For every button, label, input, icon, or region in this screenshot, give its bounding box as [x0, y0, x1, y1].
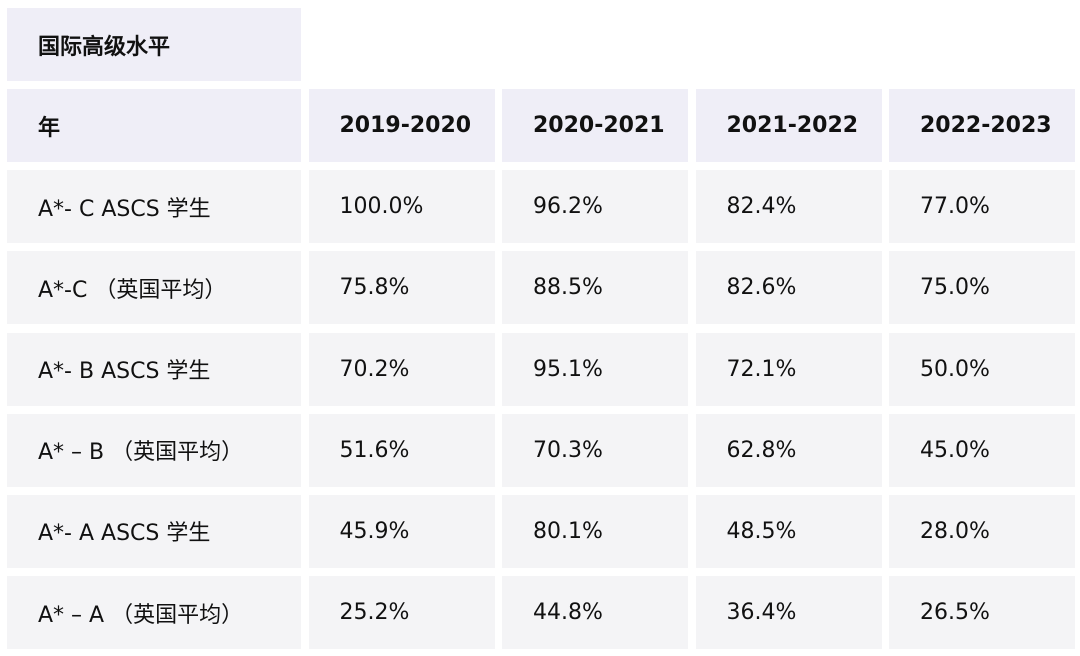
results-table: 年 2019-2020 2020-2021 2021-2022 2022-202…: [7, 89, 1075, 653]
table-cell: 80.1%: [502, 494, 688, 568]
row-label: A*-C （英国平均）: [7, 251, 301, 325]
row-label: A*- B ASCS 学生: [7, 332, 301, 406]
table-cell: 62.8%: [695, 413, 882, 487]
table-cell: 44.8%: [502, 576, 688, 650]
row-label: A*- C ASCS 学生: [7, 170, 301, 244]
table-cell: 75.8%: [308, 251, 495, 325]
table-cell: 45.9%: [308, 494, 495, 568]
table-caption: 国际高级水平: [7, 8, 301, 81]
table-cell: 25.2%: [308, 576, 495, 650]
table-cell: 45.0%: [889, 413, 1075, 487]
row-label: A* – A （英国平均）: [7, 576, 301, 650]
header-2020-2021: 2020-2021: [502, 89, 688, 162]
table-cell: 51.6%: [308, 413, 495, 487]
table-cell: 28.0%: [889, 494, 1075, 568]
table-cell: 48.5%: [695, 494, 882, 568]
table-cell: 100.0%: [308, 170, 495, 244]
header-2021-2022: 2021-2022: [695, 89, 882, 162]
table-cell: 50.0%: [889, 332, 1075, 406]
table-cell: 95.1%: [502, 332, 688, 406]
table-cell: 77.0%: [889, 170, 1075, 244]
table-cell: 72.1%: [695, 332, 882, 406]
row-label: A*- A ASCS 学生: [7, 494, 301, 568]
header-2022-2023: 2022-2023: [889, 89, 1075, 162]
header-2019-2020: 2019-2020: [308, 89, 495, 162]
table-cell: 82.6%: [695, 251, 882, 325]
table-cell: 36.4%: [695, 576, 882, 650]
table-cell: 82.4%: [695, 170, 882, 244]
table-cell: 88.5%: [502, 251, 688, 325]
table-cell: 26.5%: [889, 576, 1075, 650]
table-cell: 75.0%: [889, 251, 1075, 325]
row-label: A* – B （英国平均）: [7, 413, 301, 487]
table-cell: 70.2%: [308, 332, 495, 406]
table-cell: 96.2%: [502, 170, 688, 244]
table-cell: 70.3%: [502, 413, 688, 487]
header-year: 年: [7, 89, 301, 162]
